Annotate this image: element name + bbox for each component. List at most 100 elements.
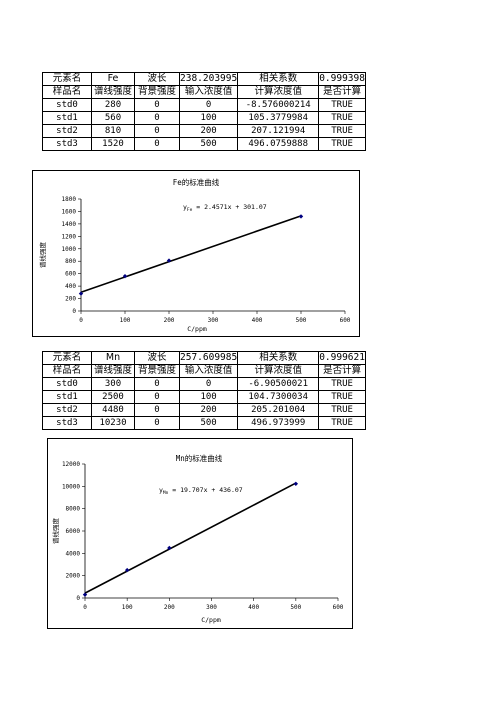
table-cell: 2500 [91,390,135,404]
table-cell: 104.7300034 [237,390,320,404]
y-tick-label: 0 [72,308,76,315]
wavelength-label: 波长 [134,72,180,86]
x-tick-label: 300 [206,604,217,611]
table-cell: 100 [178,390,239,404]
table-cell: -8.576000214 [237,98,320,112]
fe-calibration-table: 元素名 Fe 波长 238.203995 相关系数 0.999398 样品名 谱… [42,72,366,151]
correlation-label: 相关系数 [237,72,320,86]
wavelength-value: 238.203995 [178,72,239,86]
y-tick-label: 1000 [62,246,77,253]
y-tick-label: 8000 [66,506,81,513]
trendline-equation: yFe = 2.4571x + 301.07 [183,203,267,213]
column-header: 背景强度 [134,364,180,378]
table-cell: 200 [178,403,239,417]
x-tick-label: 500 [290,604,301,611]
element-label: 元素名 [42,351,92,365]
table-row: std0 280 0 0 -8.576000214 TRUE [42,98,366,112]
trendline [80,215,302,294]
y-tick-label: 200 [65,296,76,303]
column-header: 谱线强度 [91,85,135,99]
table-cell: 0 [134,137,180,151]
table-cell: 496.973999 [237,416,320,430]
table-cell: std2 [42,403,92,417]
y-tick-label: 1200 [62,233,77,240]
element-value: Mn [91,351,135,365]
table-cell: 205.201004 [237,403,320,417]
table-header-row: 元素名 Fe 波长 238.203995 相关系数 0.999398 [42,72,366,86]
table-cell: 105.3779984 [237,111,320,125]
table-header-row: 元素名 Mn 波长 257.609985 相关系数 0.999621 [42,351,366,365]
table-row: std1 2500 0 100 104.7300034 TRUE [42,390,366,404]
column-header: 是否计算 [318,85,366,99]
correlation-value: 0.999398 [318,72,366,86]
table-cell: 0 [134,390,180,404]
x-tick-label: 500 [296,317,307,324]
x-tick-label: 200 [164,604,175,611]
y-tick-label: 1800 [62,196,77,203]
table-row: std3 1520 0 500 496.0759888 TRUE [42,137,366,151]
table-cell: 1520 [91,137,135,151]
table-cell: std3 [42,137,92,151]
table-row: std0 300 0 0 -6.90500021 TRUE [42,377,366,391]
mn-chart-svg: Mn的标准曲线 0 2000 4000 6000 8000 10000 12000 0 100 20… [51,453,344,624]
x-tick-label: 400 [252,317,263,324]
y-tick-label: 0 [76,595,80,602]
data-point [298,214,304,219]
chart-title: Mn的标准曲线 [176,453,223,463]
table-cell: TRUE [318,403,366,417]
data-point [122,273,128,279]
y-tick-label: 2000 [66,573,81,580]
table-row: std3 10230 0 500 496.973999 TRUE [42,416,366,430]
data-point [293,481,299,486]
table-cell: TRUE [318,98,366,112]
trendline-equation: yMn = 19.707x + 436.07 [159,486,243,496]
correlation-value: 0.999621 [318,351,366,365]
element-label: 元素名 [42,72,92,86]
table-cell: std2 [42,124,92,138]
table-cell: std0 [42,98,92,112]
table-cell: TRUE [318,137,366,151]
column-header: 谱线强度 [91,364,135,378]
trendline [84,482,297,594]
x-tick-label: 400 [248,604,259,611]
table-cell: 280 [91,98,135,112]
y-tick-label: 1600 [62,208,77,215]
x-tick-label: 600 [340,317,351,324]
table-cell: std1 [42,111,92,125]
element-value: Fe [91,72,135,86]
table-column-header-row: 样品名 谱线强度 背景强度 输入浓度值 计算浓度值 是否计算 [42,364,366,378]
table-cell: 0 [134,377,180,391]
table-cell: TRUE [318,390,366,404]
fe-calibration-chart: Fe的标准曲线 0 200 400 600 800 1000 1200 1400 1600 1800… [32,170,360,337]
y-axis-label: 谱线强度 [38,242,47,269]
column-header: 是否计算 [318,364,366,378]
column-header: 样品名 [42,85,92,99]
table-cell: -6.90500021 [237,377,320,391]
x-tick-label: 0 [83,604,87,611]
table-cell: 0 [134,124,180,138]
table-cell: std3 [42,416,92,430]
table-cell: 0 [178,377,239,391]
x-tick-label: 100 [122,604,133,611]
chart-title: Fe的标准曲线 [173,177,220,187]
column-header: 计算浓度值 [237,364,320,378]
column-header: 输入浓度值 [178,85,239,99]
correlation-label: 相关系数 [237,351,320,365]
table-cell: 0 [134,416,180,430]
table-row: std2 4480 0 200 205.201004 TRUE [42,403,366,417]
table-cell: TRUE [318,416,366,430]
x-tick-label: 600 [333,604,344,611]
table-cell: 100 [178,111,239,125]
wavelength-value: 257.609985 [178,351,239,365]
fe-chart-svg: Fe的标准曲线020040060080010001200140016001800… [38,177,351,333]
column-header: 样品名 [42,364,92,378]
y-tick-label: 12000 [62,461,80,468]
x-axis-label: C/ppm [187,325,207,333]
table-cell: 500 [178,416,239,430]
table-row: std2 810 0 200 207.121994 TRUE [42,124,366,138]
table-cell: 10230 [91,416,135,430]
y-axis-label: 谱线强度 [51,518,60,545]
x-tick-label: 200 [164,317,175,324]
data-point [78,291,84,296]
table-row: std1 560 0 100 105.3779984 TRUE [42,111,366,125]
